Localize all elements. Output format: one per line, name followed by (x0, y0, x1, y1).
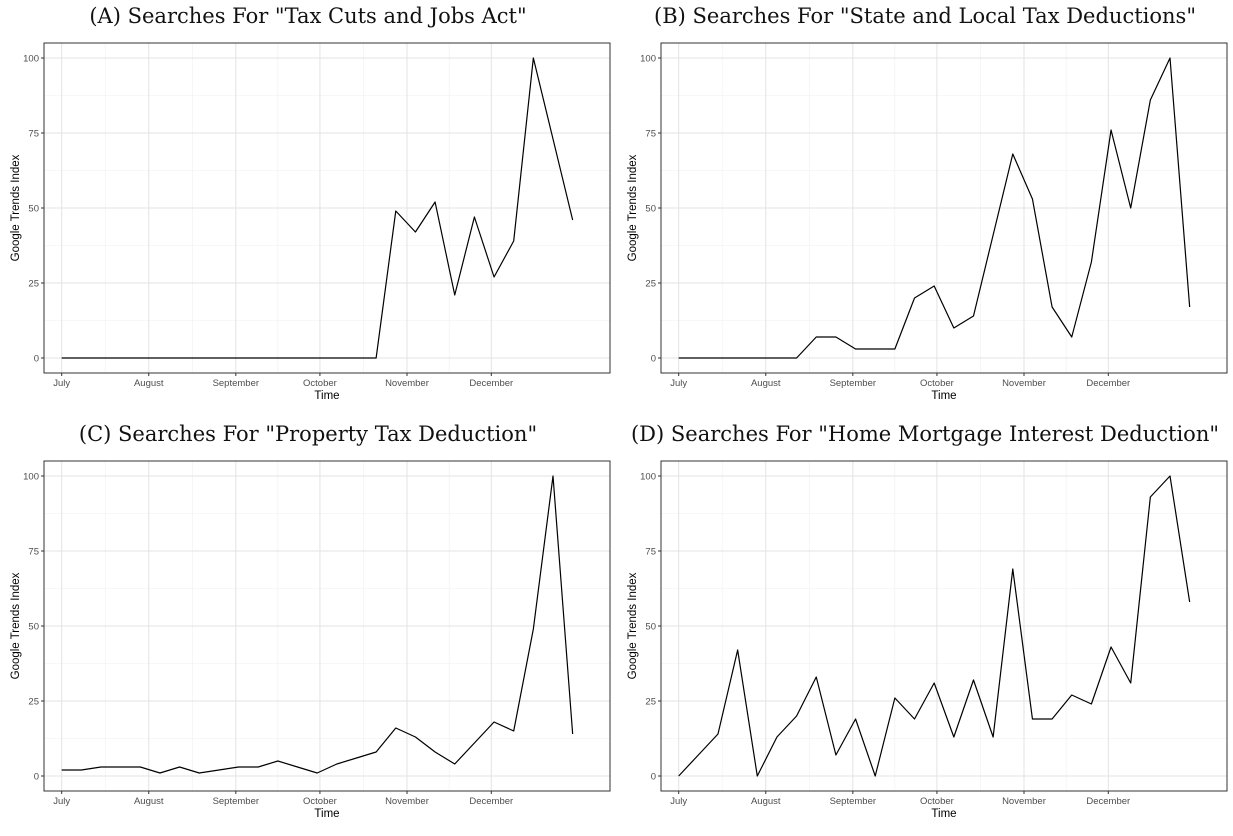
chart-panel-c: (C) Searches For "Property Tax Deduction… (0, 418, 616, 836)
x-tick-label: September (830, 378, 876, 389)
series-line (61, 57, 574, 359)
y-tick-label: 25 (645, 279, 656, 290)
y-axis-label: Google Trends Index (627, 572, 639, 679)
y-tick-label: 0 (34, 772, 39, 783)
y-tick-label: 100 (23, 54, 39, 65)
series-line (61, 475, 574, 774)
line-chart: 0 25 50 75 100 July August September October Nove… (627, 460, 1228, 820)
x-tick-label: November (1002, 378, 1046, 389)
y-axis-label: Google Trends Index (10, 154, 22, 261)
y-tick-label: 50 (28, 204, 39, 215)
minor-gridlines (661, 43, 1227, 373)
y-tick-label: 75 (645, 129, 656, 140)
y-tick-label: 0 (651, 772, 656, 783)
series-line (678, 475, 1191, 777)
y-tick-label: 50 (28, 622, 39, 633)
panel-label: (B) (654, 4, 686, 28)
y-tick-label: 25 (28, 697, 39, 708)
y-tick-label: 100 (640, 54, 656, 65)
x-tick-label: August (751, 378, 781, 389)
chart-title: (A) Searches For "Tax Cuts and Jobs Act" (0, 4, 616, 36)
x-tick-label: August (134, 796, 164, 807)
panel-label: (D) (630, 422, 665, 446)
line-chart: 0 25 50 75 100 July August September October Nove… (10, 460, 611, 820)
x-tick-label: July (53, 796, 70, 807)
chart-title: (D) Searches For "Home Mortgage Interest… (617, 422, 1233, 454)
chart-title-text: Searches For "Home Mortgage Interest Ded… (670, 422, 1220, 446)
x-tick-label: December (1086, 378, 1130, 389)
major-gridlines (661, 461, 1227, 791)
y-tick-label: 0 (34, 354, 39, 365)
line-chart: 0 25 50 75 100 July August September October Nove… (627, 42, 1228, 402)
panel-label: (A) (89, 4, 121, 28)
chart-panel-a: (A) Searches For "Tax Cuts and Jobs Act"… (0, 0, 616, 418)
y-axis-label: Google Trends Index (627, 154, 639, 261)
y-tick-label: 75 (645, 547, 656, 558)
major-gridlines (44, 461, 610, 791)
y-tick-label: 50 (645, 622, 656, 633)
x-tick-label: July (670, 378, 687, 389)
chart-panel-b: (B) Searches For "State and Local Tax De… (617, 0, 1233, 418)
x-tick-label: September (213, 796, 259, 807)
x-tick-label: August (751, 796, 781, 807)
y-tick-label: 75 (28, 129, 39, 140)
x-axis-label: Time (931, 808, 956, 820)
x-tick-label: October (303, 378, 337, 389)
y-tick-label: 100 (640, 472, 656, 483)
major-gridlines (661, 43, 1227, 373)
x-axis-label: Time (314, 390, 339, 402)
x-tick-label: November (1002, 796, 1046, 807)
x-tick-label: September (830, 796, 876, 807)
y-tick-label: 25 (645, 697, 656, 708)
y-tick-label: 0 (651, 354, 656, 365)
chart-title-text: Searches For "Tax Cuts and Jobs Act" (127, 4, 527, 28)
x-tick-label: September (213, 378, 259, 389)
y-tick-label: 75 (28, 547, 39, 558)
x-tick-label: October (920, 796, 954, 807)
chart-title: (B) Searches For "State and Local Tax De… (617, 4, 1233, 36)
x-axis-label: Time (931, 390, 956, 402)
chart-panel-d: (D) Searches For "Home Mortgage Interest… (617, 418, 1233, 836)
y-tick-label: 50 (645, 204, 656, 215)
x-tick-label: October (920, 378, 954, 389)
x-tick-label: November (385, 378, 429, 389)
y-tick-label: 100 (23, 472, 39, 483)
y-tick-label: 25 (28, 279, 39, 290)
x-tick-label: July (53, 378, 70, 389)
x-tick-label: December (1086, 796, 1130, 807)
chart-title-text: Searches For "Property Tax Deduction" (118, 422, 538, 446)
line-chart: 0 25 50 75 100 July August September October Nove… (10, 42, 611, 402)
chart-title-text: Searches For "State and Local Tax Deduct… (692, 4, 1196, 28)
chart-title: (C) Searches For "Property Tax Deduction… (0, 422, 616, 454)
x-tick-label: August (134, 378, 164, 389)
series-line (678, 57, 1191, 359)
x-tick-label: July (670, 796, 687, 807)
panel-label: (C) (78, 422, 112, 446)
x-tick-label: December (469, 378, 513, 389)
x-tick-label: October (303, 796, 337, 807)
x-tick-label: December (469, 796, 513, 807)
y-axis-label: Google Trends Index (10, 572, 22, 679)
x-axis-label: Time (314, 808, 339, 820)
x-tick-label: November (385, 796, 429, 807)
